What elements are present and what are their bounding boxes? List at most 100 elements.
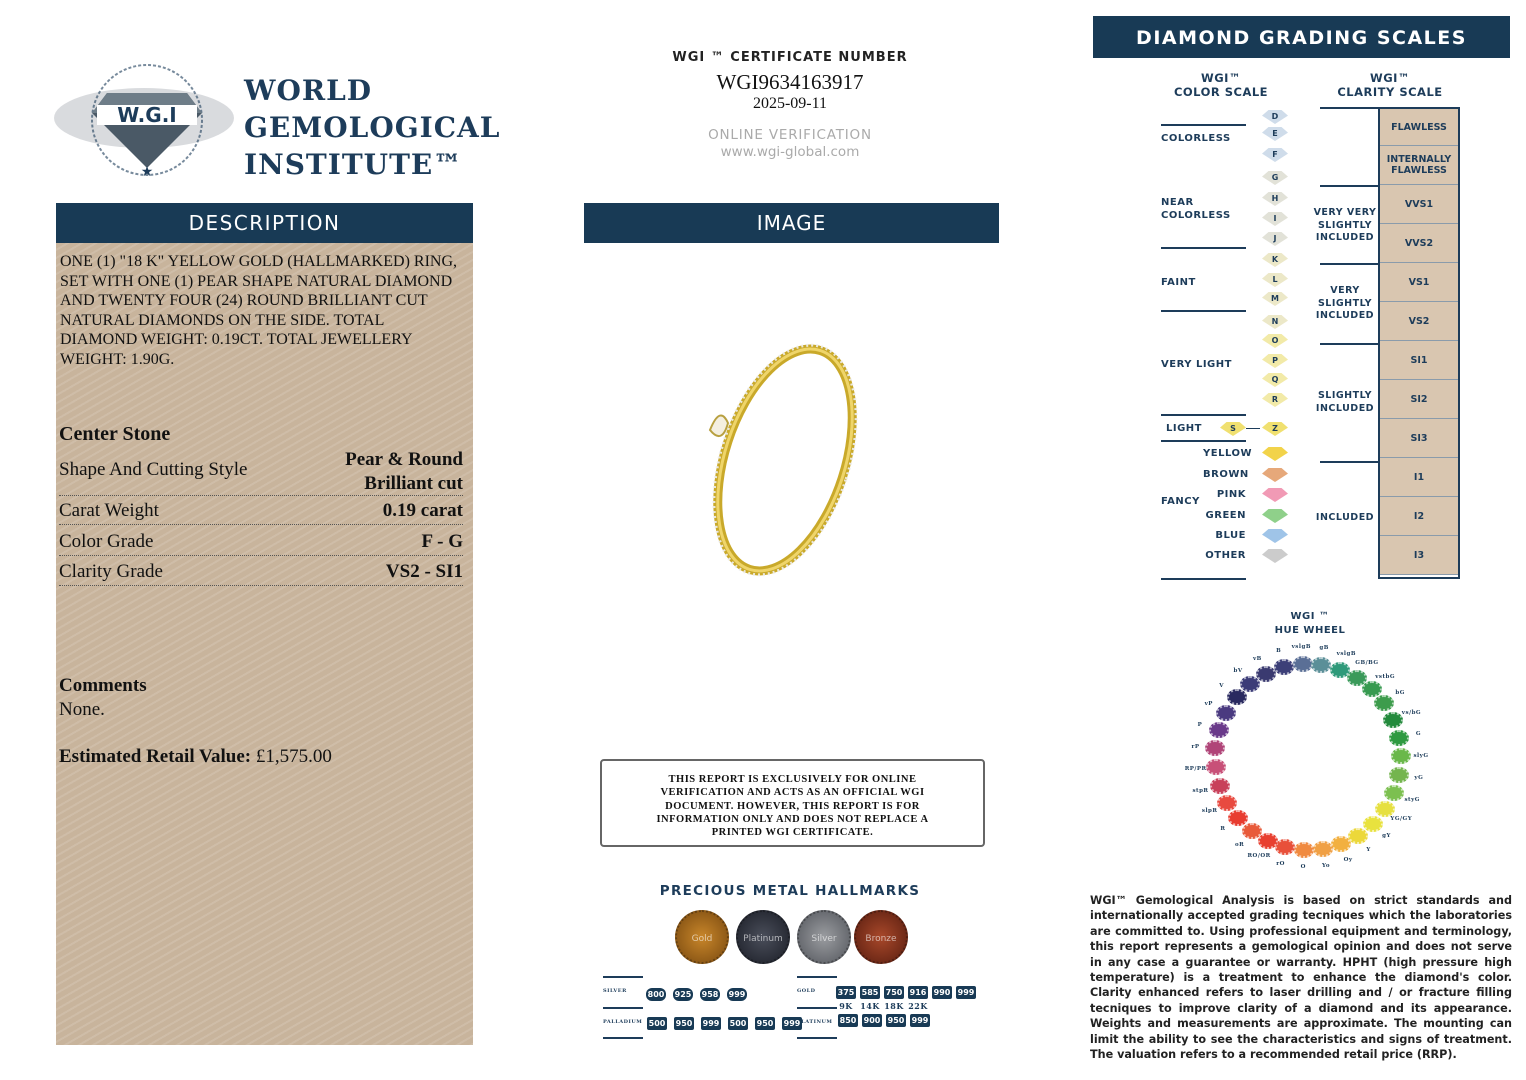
hue-gem-rp [1205, 740, 1226, 757]
verification-label: ONLINE VERIFICATION [708, 127, 872, 143]
logo-name: WORLD GEMOLOGICAL INSTITUTE™ [244, 72, 500, 183]
title-line: WGI™ [1201, 71, 1241, 85]
hue-label: slyG [1413, 753, 1429, 760]
certificate-label: WGI ™ CERTIFICATE NUMBER [672, 50, 908, 65]
hue-gem-ro [1275, 839, 1296, 856]
color-group-label: VERY LIGHT [1161, 359, 1232, 370]
hue-label: rP [1191, 743, 1200, 750]
clarity-group-label: VERY SLIGHTLY INCLUDED [1315, 285, 1375, 321]
clarity-grade-i2: I2 [1379, 497, 1459, 536]
hallmarks-title: PRECIOUS METAL HALLMARKS [659, 883, 921, 899]
color-group-label: NEAR COLORLESS [1161, 197, 1231, 221]
divider [1320, 185, 1378, 187]
hue-gem-rp-pr [1205, 759, 1226, 776]
hue-label: vslgB [1291, 644, 1311, 651]
diamond-grade-R: R [1262, 393, 1288, 407]
divider [1246, 428, 1260, 429]
divider [1458, 107, 1460, 579]
platinum-hallmark: 900 [862, 1014, 882, 1027]
color-group-label: COLORLESS [1161, 133, 1231, 144]
hue-label: gY [1382, 833, 1391, 840]
silver-label: SILVER [603, 988, 627, 994]
hue-label: V [1219, 683, 1225, 690]
hue-gem-stpr [1209, 777, 1230, 794]
divider [603, 1037, 643, 1039]
platinum-hallmark: 999 [910, 1014, 930, 1027]
hue-gem-vstbg [1361, 681, 1382, 698]
fancy-diamond-icon [1262, 447, 1288, 461]
clarity-grade-vs2: VS2 [1379, 302, 1459, 341]
divider [1161, 440, 1246, 442]
palladium-hallmark: 999 [701, 1017, 721, 1030]
gold-coin: Gold [675, 910, 729, 964]
hue-gem-vs-bg [1383, 711, 1404, 728]
wgi-logo-emblem: W.G.I ★ [54, 64, 234, 180]
diamond-grade-F: F [1262, 148, 1288, 162]
hue-gem-y [1347, 827, 1368, 844]
divider [1378, 107, 1380, 579]
diamond-grade-S: S [1220, 422, 1246, 436]
silver-coin: Silver [797, 910, 851, 964]
row-label: Clarity Grade [59, 561, 163, 582]
hue-gem-vp [1216, 704, 1237, 721]
description-text: ONE (1) "18 K" YELLOW GOLD (HALLMARKED) … [60, 253, 457, 368]
hue-gem-ro-or [1257, 832, 1278, 849]
divider [603, 976, 643, 978]
palladium-hallmark: 950 [755, 1017, 775, 1030]
hue-wheel-title: WGI ™ HUE WHEEL [1250, 610, 1370, 638]
retail-label: Estimated Retail Value: [59, 746, 252, 767]
image-heading: IMAGE [584, 203, 999, 243]
color-scale-title: WGI™ COLOR SCALE [1160, 71, 1282, 99]
silver-hallmark: 999 [727, 988, 747, 1001]
karat-label: 22K [908, 1001, 928, 1011]
title-line: COLOR SCALE [1173, 85, 1269, 99]
gold-hallmark: 990 [932, 986, 952, 999]
hue-gem-o [1294, 841, 1315, 858]
hue-gem-oy [1331, 835, 1352, 852]
palladium-hallmark: 500 [647, 1017, 667, 1030]
gold-label: GOLD [797, 988, 816, 994]
bronze-coin: Bronze [854, 910, 908, 964]
title-line: WGI ™ [1290, 611, 1330, 622]
disclaimer-text: WGI™ Gemological Analysis is based on st… [1090, 894, 1512, 1062]
hue-gem-vslgb [1329, 661, 1350, 678]
hue-label: O [1300, 863, 1306, 870]
diamond-grade-M: M [1262, 292, 1288, 306]
retail-value: Estimated Retail Value: £1,575.00 [59, 746, 332, 768]
fancy-color-label: BLUE [1215, 530, 1246, 541]
hue-label: bV [1233, 667, 1243, 674]
fancy-color-label: PINK [1216, 489, 1246, 500]
verification-notice: THIS REPORT IS EXCLUSIVELY FOR ONLINE VE… [600, 759, 985, 847]
hue-label: Oy [1343, 856, 1353, 863]
divider [1320, 263, 1378, 265]
gold-hallmark: 375 [836, 986, 856, 999]
clarity-scale-title: WGI™ CLARITY SCALE [1320, 71, 1460, 99]
diamond-grade-I: I [1262, 212, 1288, 226]
certificate-date: 2025-09-11 [752, 95, 828, 112]
hue-label: RP/PR [1184, 766, 1207, 773]
color-group-label: FANCY [1161, 496, 1200, 507]
hue-gem-r [1227, 810, 1248, 827]
svg-text:W.G.I: W.G.I [117, 103, 176, 127]
hue-gem-or [1241, 823, 1262, 840]
clarity-grade-si1: SI1 [1379, 341, 1459, 380]
diamond-grade-Z: Z [1262, 422, 1288, 436]
divider [1320, 461, 1378, 463]
row-label: Shape And Cutting Style [59, 459, 248, 480]
fancy-color-label: OTHER [1205, 550, 1246, 561]
logo-line: WORLD [244, 74, 373, 107]
clarity-group-label: SLIGHTLY INCLUDED [1315, 390, 1375, 414]
divider [1320, 343, 1378, 345]
shape-row: Shape And Cutting Style Pear & Round Bri… [59, 448, 463, 496]
diamond-grade-E: E [1262, 127, 1288, 141]
diamond-grade-D: D [1262, 110, 1288, 124]
platinum-hallmark: 850 [838, 1014, 858, 1027]
diamond-grade-H: H [1262, 192, 1288, 206]
verification-url[interactable]: www.wgi-global.com [720, 144, 860, 160]
hue-gem-g [1388, 729, 1409, 746]
hue-label: R [1220, 826, 1226, 833]
description-panel: ONE (1) "18 K" YELLOW GOLD (HALLMARKED) … [56, 243, 473, 1045]
hue-gem-slyg [1390, 748, 1411, 765]
diamond-grade-Q: Q [1262, 373, 1288, 387]
hue-gem-bg [1373, 695, 1394, 712]
